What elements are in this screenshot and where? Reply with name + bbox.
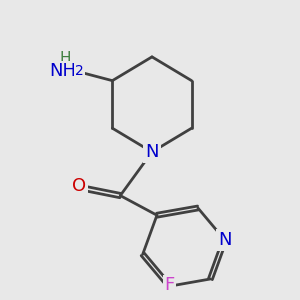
Text: H: H xyxy=(59,51,70,66)
Text: 2: 2 xyxy=(75,64,84,78)
Text: N: N xyxy=(145,143,159,161)
Text: O: O xyxy=(72,177,86,195)
Text: F: F xyxy=(164,276,175,294)
Text: NH: NH xyxy=(49,62,76,80)
Text: N: N xyxy=(218,231,231,249)
